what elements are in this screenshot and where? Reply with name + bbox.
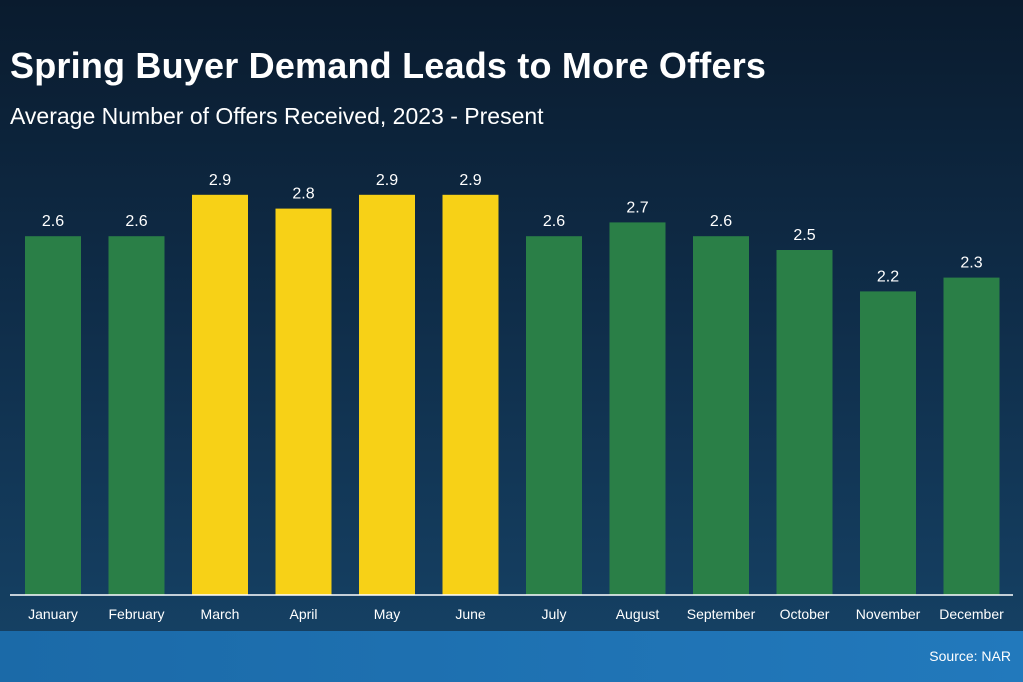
category-label-november: November — [856, 606, 921, 622]
category-label-april: April — [289, 606, 317, 622]
bar-december — [943, 277, 1000, 595]
chart-title: Spring Buyer Demand Leads to More Offers — [10, 45, 767, 86]
bar-may — [359, 194, 415, 596]
value-label-september: 2.6 — [710, 213, 732, 230]
category-label-october: October — [780, 606, 830, 622]
footer-bar: Source: NAR — [0, 631, 1023, 682]
value-label-february: 2.6 — [125, 213, 147, 230]
category-label-july: July — [542, 606, 567, 622]
category-label-february: February — [108, 606, 164, 622]
bar-march — [192, 194, 248, 596]
bar-february — [108, 236, 165, 595]
bar-july — [526, 236, 582, 595]
bar-november — [860, 291, 916, 595]
value-label-december: 2.3 — [960, 255, 982, 272]
category-label-december: December — [939, 606, 1004, 622]
value-label-may: 2.9 — [376, 172, 398, 189]
bars-group — [25, 194, 1000, 596]
value-label-june: 2.9 — [459, 172, 481, 189]
category-label-may: May — [374, 606, 400, 622]
bar-august — [609, 222, 666, 595]
category-label-june: June — [455, 606, 486, 622]
chart-subtitle: Average Number of Offers Received, 2023 … — [10, 103, 544, 129]
category-label-march: March — [201, 606, 240, 622]
category-label-august: August — [616, 606, 660, 622]
value-labels-group: 2.6 2.6 2.9 2.8 2.9 2.9 2.6 2.7 2.6 2.5 2.2 2.3 — [42, 172, 983, 286]
value-label-april: 2.8 — [292, 186, 314, 203]
category-label-january: January — [28, 606, 78, 622]
value-label-january: 2.6 — [42, 213, 64, 230]
bar-september — [693, 236, 749, 595]
category-labels-group: January February March April May June July Augu… — [28, 606, 1004, 622]
bar-january — [25, 236, 81, 595]
source-note: Source: NAR — [929, 648, 1011, 664]
value-label-march: 2.9 — [209, 172, 231, 189]
bar-june — [442, 194, 499, 596]
value-label-july: 2.6 — [543, 213, 565, 230]
category-label-september: September — [687, 606, 756, 622]
value-label-november: 2.2 — [877, 268, 899, 285]
value-label-august: 2.7 — [626, 199, 648, 216]
value-label-october: 2.5 — [793, 227, 815, 244]
bar-october — [776, 250, 833, 595]
bar-april — [275, 208, 332, 595]
